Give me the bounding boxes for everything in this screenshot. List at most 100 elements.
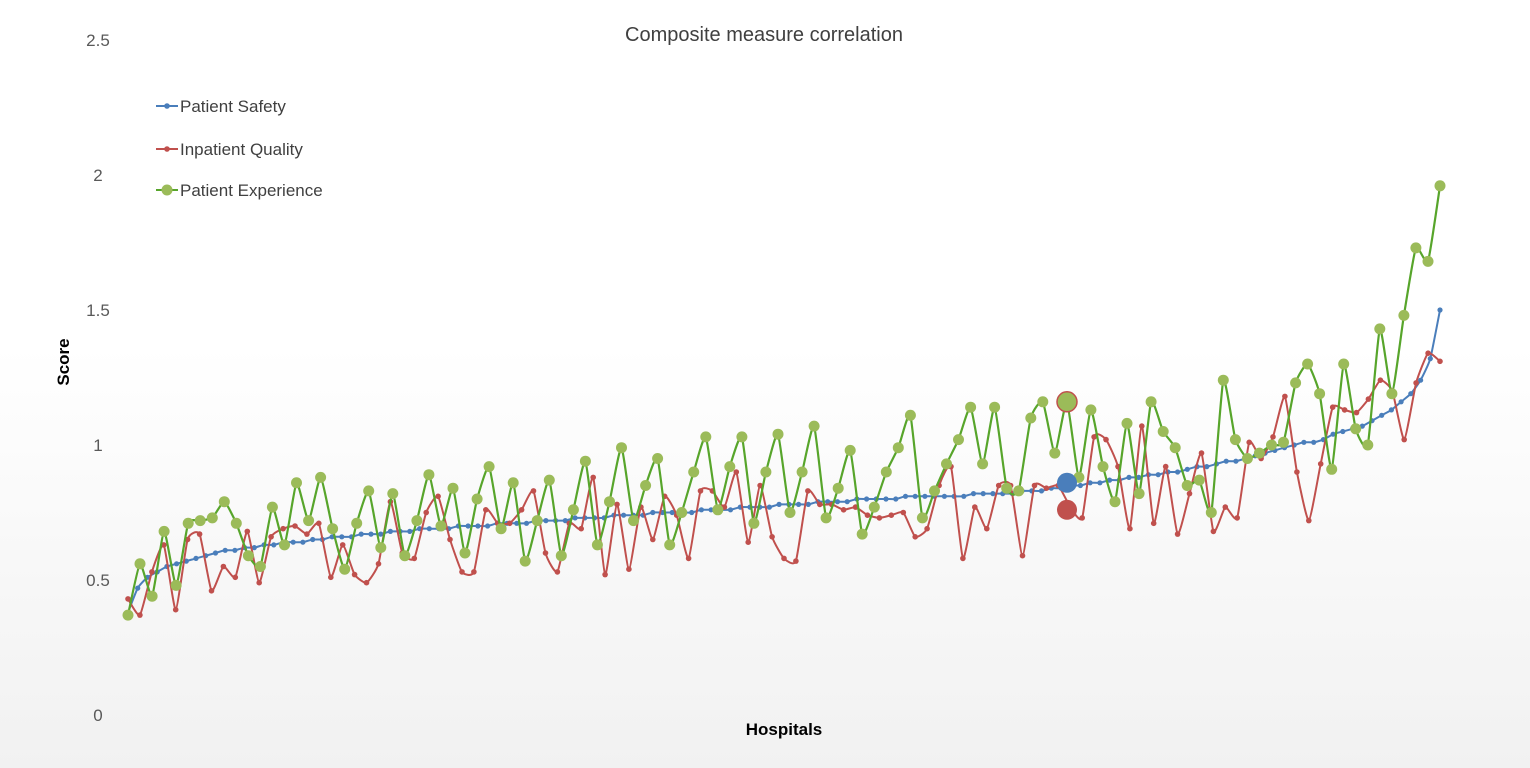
legend-swatch-marker (164, 146, 170, 152)
legend-label: Inpatient Quality (180, 140, 303, 159)
data-point (1388, 407, 1394, 413)
data-point (222, 547, 228, 553)
data-point (304, 531, 310, 537)
series-layer (122, 180, 1446, 621)
data-point (984, 525, 990, 532)
data-point (844, 499, 850, 505)
highlighted-hospital (1056, 391, 1078, 520)
data-point (1157, 426, 1169, 437)
data-point (1234, 515, 1240, 521)
data-point (708, 507, 714, 513)
data-point (591, 539, 603, 551)
data-point (900, 509, 907, 516)
data-point (1241, 453, 1253, 464)
data-point (387, 528, 393, 535)
data-point (543, 474, 555, 486)
data-point (970, 491, 977, 497)
data-point (748, 517, 760, 529)
data-point (506, 520, 513, 527)
y-tick-label: 1 (93, 436, 102, 455)
data-point (193, 555, 199, 562)
data-point (808, 420, 820, 432)
data-point (1377, 377, 1384, 384)
data-point (700, 431, 712, 443)
data-point (880, 466, 892, 478)
data-point (1013, 485, 1025, 497)
data-point (423, 469, 435, 481)
data-point (1186, 490, 1193, 497)
data-point (387, 488, 399, 500)
legend-label: Patient Experience (180, 181, 323, 200)
data-point (1294, 469, 1300, 475)
data-point (208, 588, 215, 594)
data-point (375, 561, 382, 567)
data-point (1077, 482, 1083, 489)
data-point (1270, 434, 1276, 440)
y-tick-label: 0 (93, 706, 102, 725)
data-point (1302, 358, 1314, 370)
y-tick-label: 2 (93, 166, 102, 185)
data-point (1278, 436, 1289, 448)
data-point (1184, 466, 1190, 472)
data-point (652, 453, 664, 464)
data-point (158, 525, 170, 537)
data-point (1229, 434, 1241, 446)
data-point (218, 496, 230, 508)
data-point (579, 455, 591, 467)
data-point (1282, 393, 1288, 400)
data-point (922, 493, 928, 499)
data-point (1311, 439, 1317, 445)
data-point (256, 579, 263, 586)
data-point (232, 574, 239, 581)
data-point (1169, 442, 1181, 454)
data-point (1174, 531, 1181, 537)
data-point (1398, 309, 1410, 321)
data-point (1210, 528, 1217, 535)
data-point (1043, 485, 1050, 492)
data-point (864, 512, 871, 518)
data-point (523, 520, 530, 526)
data-point (459, 547, 471, 559)
data-point (888, 512, 895, 518)
data-point (507, 477, 519, 489)
data-point (567, 504, 579, 516)
data-point (727, 507, 734, 513)
data-point (1353, 409, 1360, 416)
data-point (280, 525, 286, 532)
data-point (244, 528, 251, 535)
data-point (1155, 472, 1161, 478)
data-point (1329, 404, 1336, 411)
x-axis-title: Hospitals (746, 720, 823, 739)
legend-item: Patient Experience (156, 181, 323, 200)
data-point (1386, 388, 1398, 400)
data-point (941, 458, 952, 470)
data-point (351, 571, 358, 578)
data-point (989, 401, 1001, 413)
data-point (363, 485, 375, 497)
data-point (924, 525, 930, 532)
data-point (1049, 447, 1061, 459)
data-point (411, 555, 418, 562)
data-point (929, 485, 940, 497)
data-point (1317, 461, 1324, 467)
data-point (832, 482, 844, 494)
data-point (1162, 463, 1169, 470)
data-point (1121, 417, 1133, 429)
data-point (1175, 469, 1181, 475)
data-point (310, 536, 316, 543)
data-point (712, 504, 724, 516)
data-point (961, 493, 967, 499)
data-point (776, 501, 782, 507)
data-point (1019, 552, 1026, 559)
data-point (904, 409, 916, 421)
data-point (339, 542, 346, 548)
data-point (626, 566, 632, 572)
data-point (137, 612, 143, 618)
data-point (805, 501, 811, 507)
legend-item: Patient Safety (156, 97, 286, 116)
data-point (736, 431, 748, 443)
data-point (892, 442, 904, 454)
data-point (977, 458, 989, 470)
data-point (784, 507, 796, 518)
data-point (465, 523, 471, 529)
